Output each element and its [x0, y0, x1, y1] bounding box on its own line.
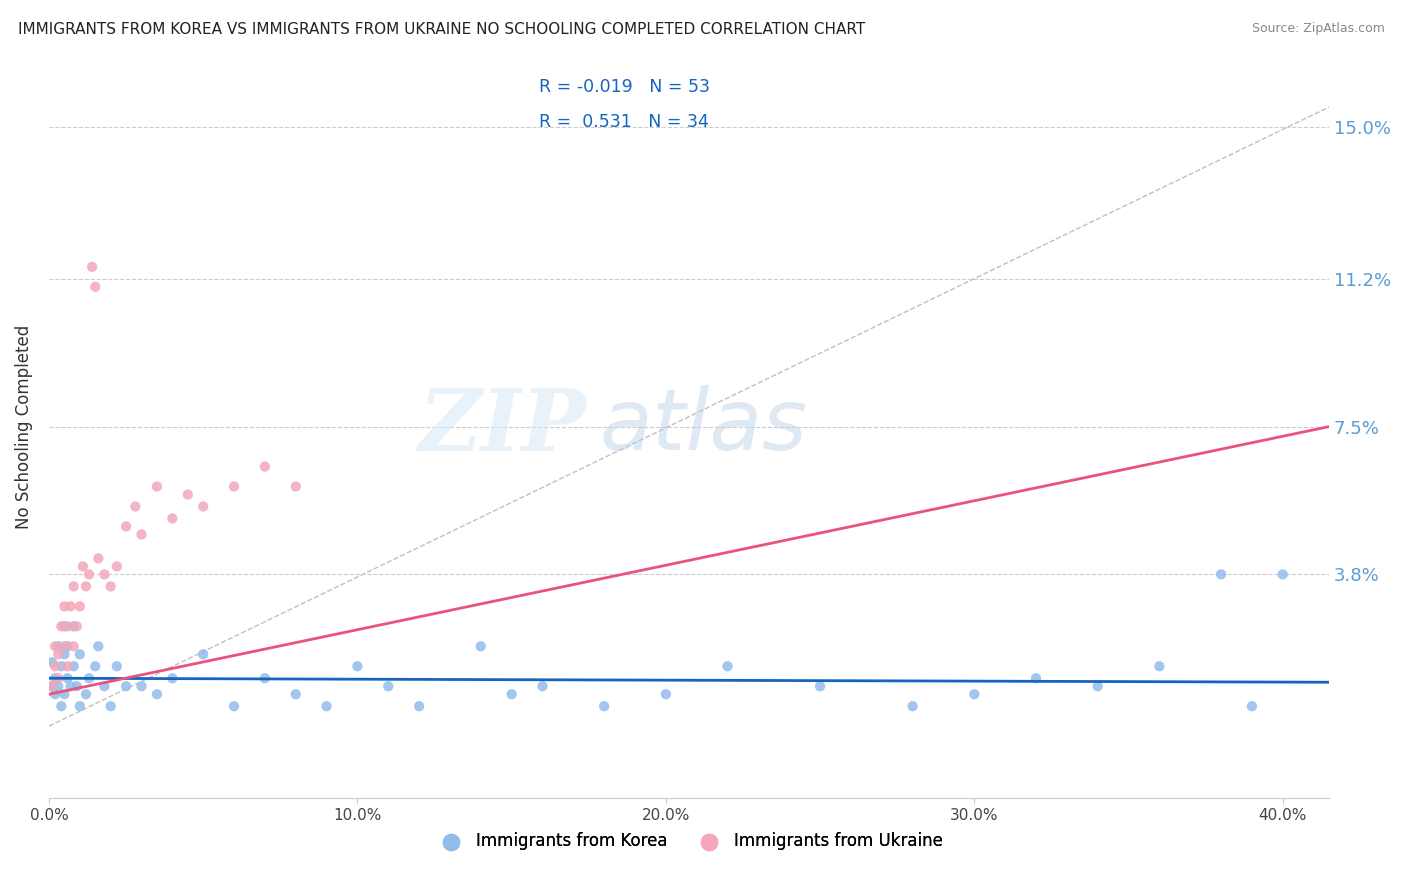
Text: ZIP: ZIP: [419, 384, 586, 468]
Point: [377, 679, 399, 693]
Text: R =  0.531   N = 34: R = 0.531 N = 34: [540, 113, 709, 131]
Point: [62, 619, 84, 633]
Point: [222, 699, 245, 714]
Point: [84, 659, 107, 673]
Point: [59, 599, 82, 614]
Point: [284, 479, 307, 493]
Point: [46, 647, 69, 661]
Point: [93, 679, 115, 693]
Point: [253, 671, 276, 685]
Point: [901, 699, 924, 714]
Point: [1087, 679, 1109, 693]
Point: [41, 679, 63, 693]
Point: [46, 640, 69, 654]
Point: [146, 479, 169, 493]
Point: [56, 659, 79, 673]
Point: [69, 599, 91, 614]
Point: [44, 687, 66, 701]
Point: [41, 655, 63, 669]
Point: [41, 679, 63, 693]
Point: [193, 647, 215, 661]
Point: [69, 647, 91, 661]
Point: [51, 699, 73, 714]
Point: [808, 679, 831, 693]
Point: [46, 671, 69, 685]
Point: [963, 687, 986, 701]
Point: [53, 647, 76, 661]
Point: [315, 699, 337, 714]
Point: [69, 699, 91, 714]
Point: [59, 679, 82, 693]
Point: [53, 687, 76, 701]
Point: [46, 679, 69, 693]
Point: [75, 687, 97, 701]
Point: [716, 659, 738, 673]
Point: [1025, 671, 1047, 685]
Point: [162, 671, 184, 685]
Point: [1209, 567, 1232, 582]
Point: [1240, 699, 1263, 714]
Point: [56, 640, 79, 654]
Point: [72, 559, 94, 574]
Point: [177, 487, 200, 501]
Point: [501, 687, 523, 701]
Point: [56, 619, 79, 633]
Point: [115, 679, 138, 693]
Point: [53, 640, 76, 654]
Point: [44, 640, 66, 654]
Point: [105, 659, 128, 673]
Point: [53, 619, 76, 633]
Point: [77, 567, 100, 582]
Point: [408, 699, 430, 714]
Point: [655, 687, 678, 701]
Text: IMMIGRANTS FROM KOREA VS IMMIGRANTS FROM UKRAINE NO SCHOOLING COMPLETED CORRELAT: IMMIGRANTS FROM KOREA VS IMMIGRANTS FROM…: [18, 22, 866, 37]
Point: [93, 567, 115, 582]
Point: [66, 619, 89, 633]
Point: [115, 519, 138, 533]
Text: atlas: atlas: [599, 385, 807, 468]
Text: Source: ZipAtlas.com: Source: ZipAtlas.com: [1251, 22, 1385, 36]
Point: [66, 679, 89, 693]
Point: [75, 579, 97, 593]
Point: [82, 260, 104, 274]
Point: [44, 659, 66, 673]
Point: [131, 527, 153, 541]
Point: [131, 679, 153, 693]
Point: [100, 579, 122, 593]
Point: [284, 687, 307, 701]
Point: [56, 671, 79, 685]
Point: [222, 479, 245, 493]
Point: [1149, 659, 1171, 673]
Text: R = -0.019   N = 53: R = -0.019 N = 53: [540, 78, 710, 96]
Point: [77, 671, 100, 685]
Point: [124, 500, 146, 514]
Point: [470, 640, 492, 654]
Point: [1271, 567, 1294, 582]
Point: [62, 579, 84, 593]
Y-axis label: No Schooling Completed: No Schooling Completed: [15, 325, 32, 529]
Point: [87, 640, 110, 654]
Point: [51, 659, 73, 673]
Point: [193, 500, 215, 514]
Point: [531, 679, 554, 693]
Legend: Immigrants from Korea, Immigrants from Ukraine: Immigrants from Korea, Immigrants from U…: [427, 825, 950, 856]
Point: [87, 551, 110, 566]
Point: [146, 687, 169, 701]
Point: [62, 640, 84, 654]
Point: [44, 671, 66, 685]
Point: [105, 559, 128, 574]
Point: [593, 699, 616, 714]
Point: [62, 659, 84, 673]
Point: [84, 280, 107, 294]
Point: [53, 599, 76, 614]
Point: [100, 699, 122, 714]
Point: [346, 659, 368, 673]
Point: [253, 459, 276, 474]
Point: [162, 511, 184, 525]
Point: [51, 619, 73, 633]
